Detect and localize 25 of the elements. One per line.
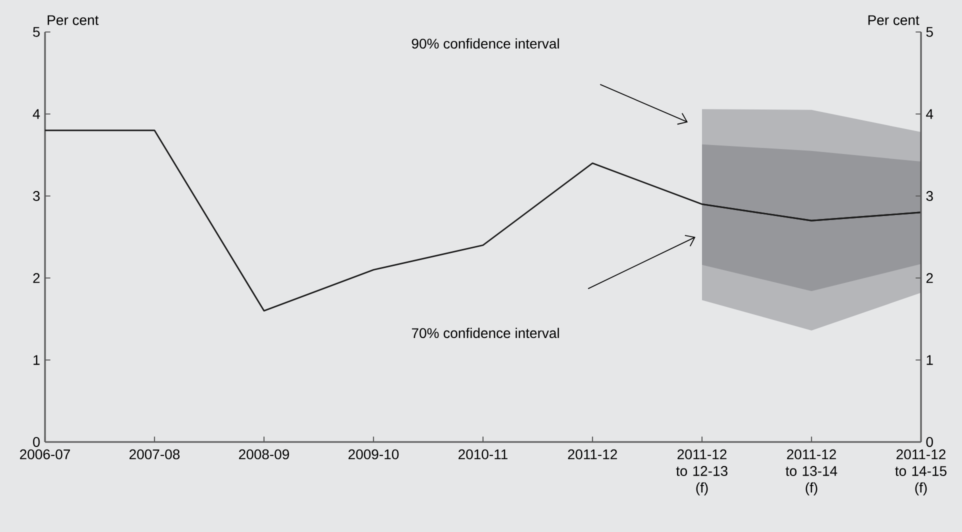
x-tick-label: 2010-11 [458, 449, 508, 460]
y-tick-label: 3 [33, 191, 40, 201]
annotation: 90% confidence interval [412, 38, 559, 49]
y-axis-title: Per cent [48, 15, 99, 26]
annotation: 70% confidence interval [412, 328, 559, 338]
x-tick-label: 2009-10 [348, 449, 399, 460]
y2-tick-label: 3 [926, 191, 933, 201]
y2-tick-label: 2 [926, 273, 933, 283]
x-tick-label: 2011-12 to 14-15 (f) [895, 449, 946, 496]
x-tick-label: 2011-12 [568, 449, 617, 460]
y2-axis-title: Per cent [868, 15, 920, 26]
x-tick-label: 2008-09 [239, 449, 290, 460]
y2-tick-label: 4 [926, 109, 934, 119]
y-tick-label: 2 [33, 273, 40, 283]
y-tick-label: 0 [33, 437, 40, 447]
y2-tick-label: 5 [926, 27, 933, 37]
x-tick-label: 2006-07 [20, 449, 70, 460]
y-tick-label: 1 [34, 355, 40, 365]
y-tick-label: 4 [32, 109, 40, 119]
x-tick-label: 2011-12 to 12-13 (f) [676, 449, 728, 496]
x-tick-label: 2007-08 [130, 449, 180, 460]
x-tick-label: 2011-12 to 13-14 (f) [786, 449, 838, 496]
y2-tick-label: 0 [926, 437, 933, 447]
y-tick-label: 5 [33, 27, 40, 37]
y2-tick-label: 1 [926, 355, 933, 365]
